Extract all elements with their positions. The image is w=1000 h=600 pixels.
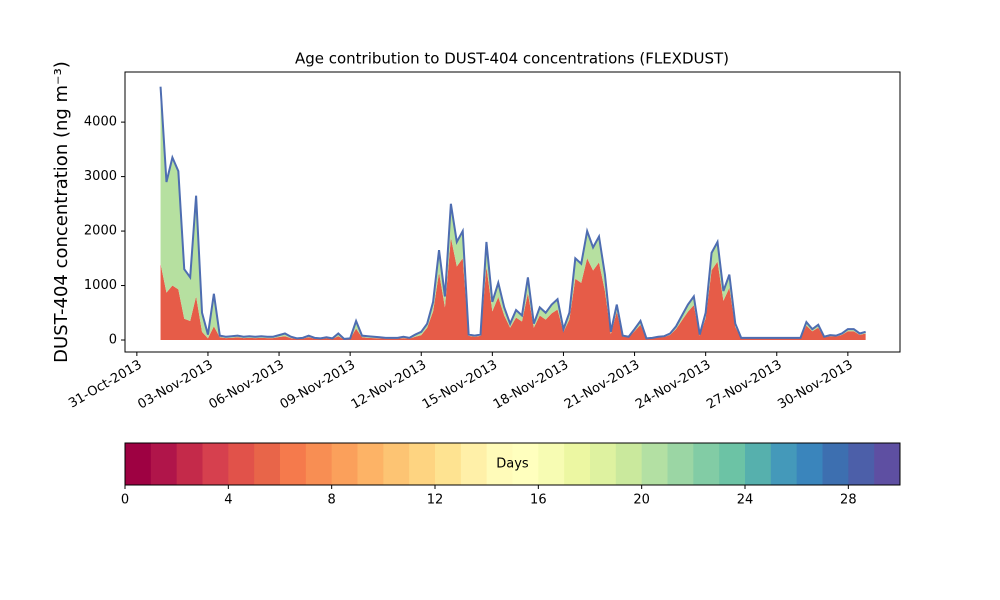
colorbar-tick-label: 16 — [530, 493, 547, 508]
x-tick-label: 24-Nov-2013 — [633, 358, 713, 413]
colorbar-swatch — [486, 443, 513, 485]
colorbar-swatch — [512, 443, 539, 485]
x-tick-label: 06-Nov-2013 — [207, 358, 287, 413]
colorbar-swatch — [331, 443, 358, 485]
colorbar-swatch — [667, 443, 694, 485]
y-tick-label: 3000 — [84, 169, 117, 184]
colorbar-swatch — [460, 443, 488, 485]
colorbar-swatch — [745, 443, 772, 485]
area — [160, 237, 866, 341]
colorbar-tick-label: 4 — [224, 493, 232, 508]
colorbar-swatch — [848, 443, 875, 485]
colorbar-swatch — [770, 443, 798, 485]
colorbar-tick-label: 12 — [427, 493, 444, 508]
x-tick-label: 09-Nov-2013 — [278, 358, 358, 413]
colorbar-swatch — [150, 443, 178, 485]
colorbar-tick-label: 0 — [121, 493, 129, 508]
colorbar-frame — [124, 442, 901, 486]
area — [160, 86, 866, 340]
colorbar-swatch — [615, 443, 643, 485]
chart-title: Age contribution to DUST-404 concentrati… — [295, 50, 729, 68]
colorbar-tick-label: 24 — [737, 493, 754, 508]
colorbar-swatch — [693, 443, 720, 485]
x-tick-label: 30-Nov-2013 — [775, 358, 855, 413]
colorbar-swatch — [305, 443, 333, 485]
plot-frame — [124, 71, 901, 353]
colorbar-tick-label: 8 — [328, 493, 336, 508]
x-tick-label: 18-Nov-2013 — [491, 358, 571, 413]
x-tick-label: 03-Nov-2013 — [135, 358, 215, 413]
colorbar-swatch — [409, 443, 436, 485]
y-tick-label: 0 — [109, 333, 117, 348]
colorbar-swatch — [590, 443, 617, 485]
x-tick-label: 12-Nov-2013 — [349, 358, 429, 413]
x-tick-label: 31-Oct-2013 — [66, 358, 144, 412]
colorbar-swatch — [538, 443, 565, 485]
colorbar-tick-label: 28 — [840, 493, 857, 508]
colorbar-tick-label: 20 — [633, 493, 650, 508]
y-axis-label: DUST-404 concentration (ng m⁻³) — [51, 61, 72, 363]
x-tick-label: 21-Nov-2013 — [562, 358, 642, 413]
y-tick-label: 2000 — [84, 224, 117, 239]
y-tick-label: 4000 — [84, 115, 117, 130]
colorbar-swatch — [228, 443, 255, 485]
colorbar-swatch — [874, 443, 901, 485]
total-outline — [159, 86, 866, 340]
x-tick-label: 15-Nov-2013 — [420, 358, 500, 413]
colorbar-swatch — [435, 443, 462, 485]
colorbar-label: Days — [496, 457, 529, 472]
colorbar-swatch — [796, 443, 823, 485]
plot-area — [159, 86, 866, 341]
colorbar-swatch — [641, 443, 668, 485]
colorbar-swatch — [719, 443, 746, 485]
colorbar-swatch — [280, 443, 307, 485]
colorbar-swatch — [176, 443, 203, 485]
colorbar-swatch — [383, 443, 410, 485]
colorbar-swatch — [202, 443, 229, 485]
y-tick-label: 1000 — [84, 278, 117, 293]
colorbar-swatch — [822, 443, 849, 485]
colorbar-swatch — [125, 443, 152, 485]
x-tick-label: 27-Nov-2013 — [704, 358, 784, 413]
colorbar-swatch — [254, 443, 281, 485]
colorbar-swatch — [357, 443, 384, 485]
colorbar-swatch — [564, 443, 591, 485]
colorbar: Days 0 4 8 12 16 20 24 28 — [121, 442, 901, 508]
